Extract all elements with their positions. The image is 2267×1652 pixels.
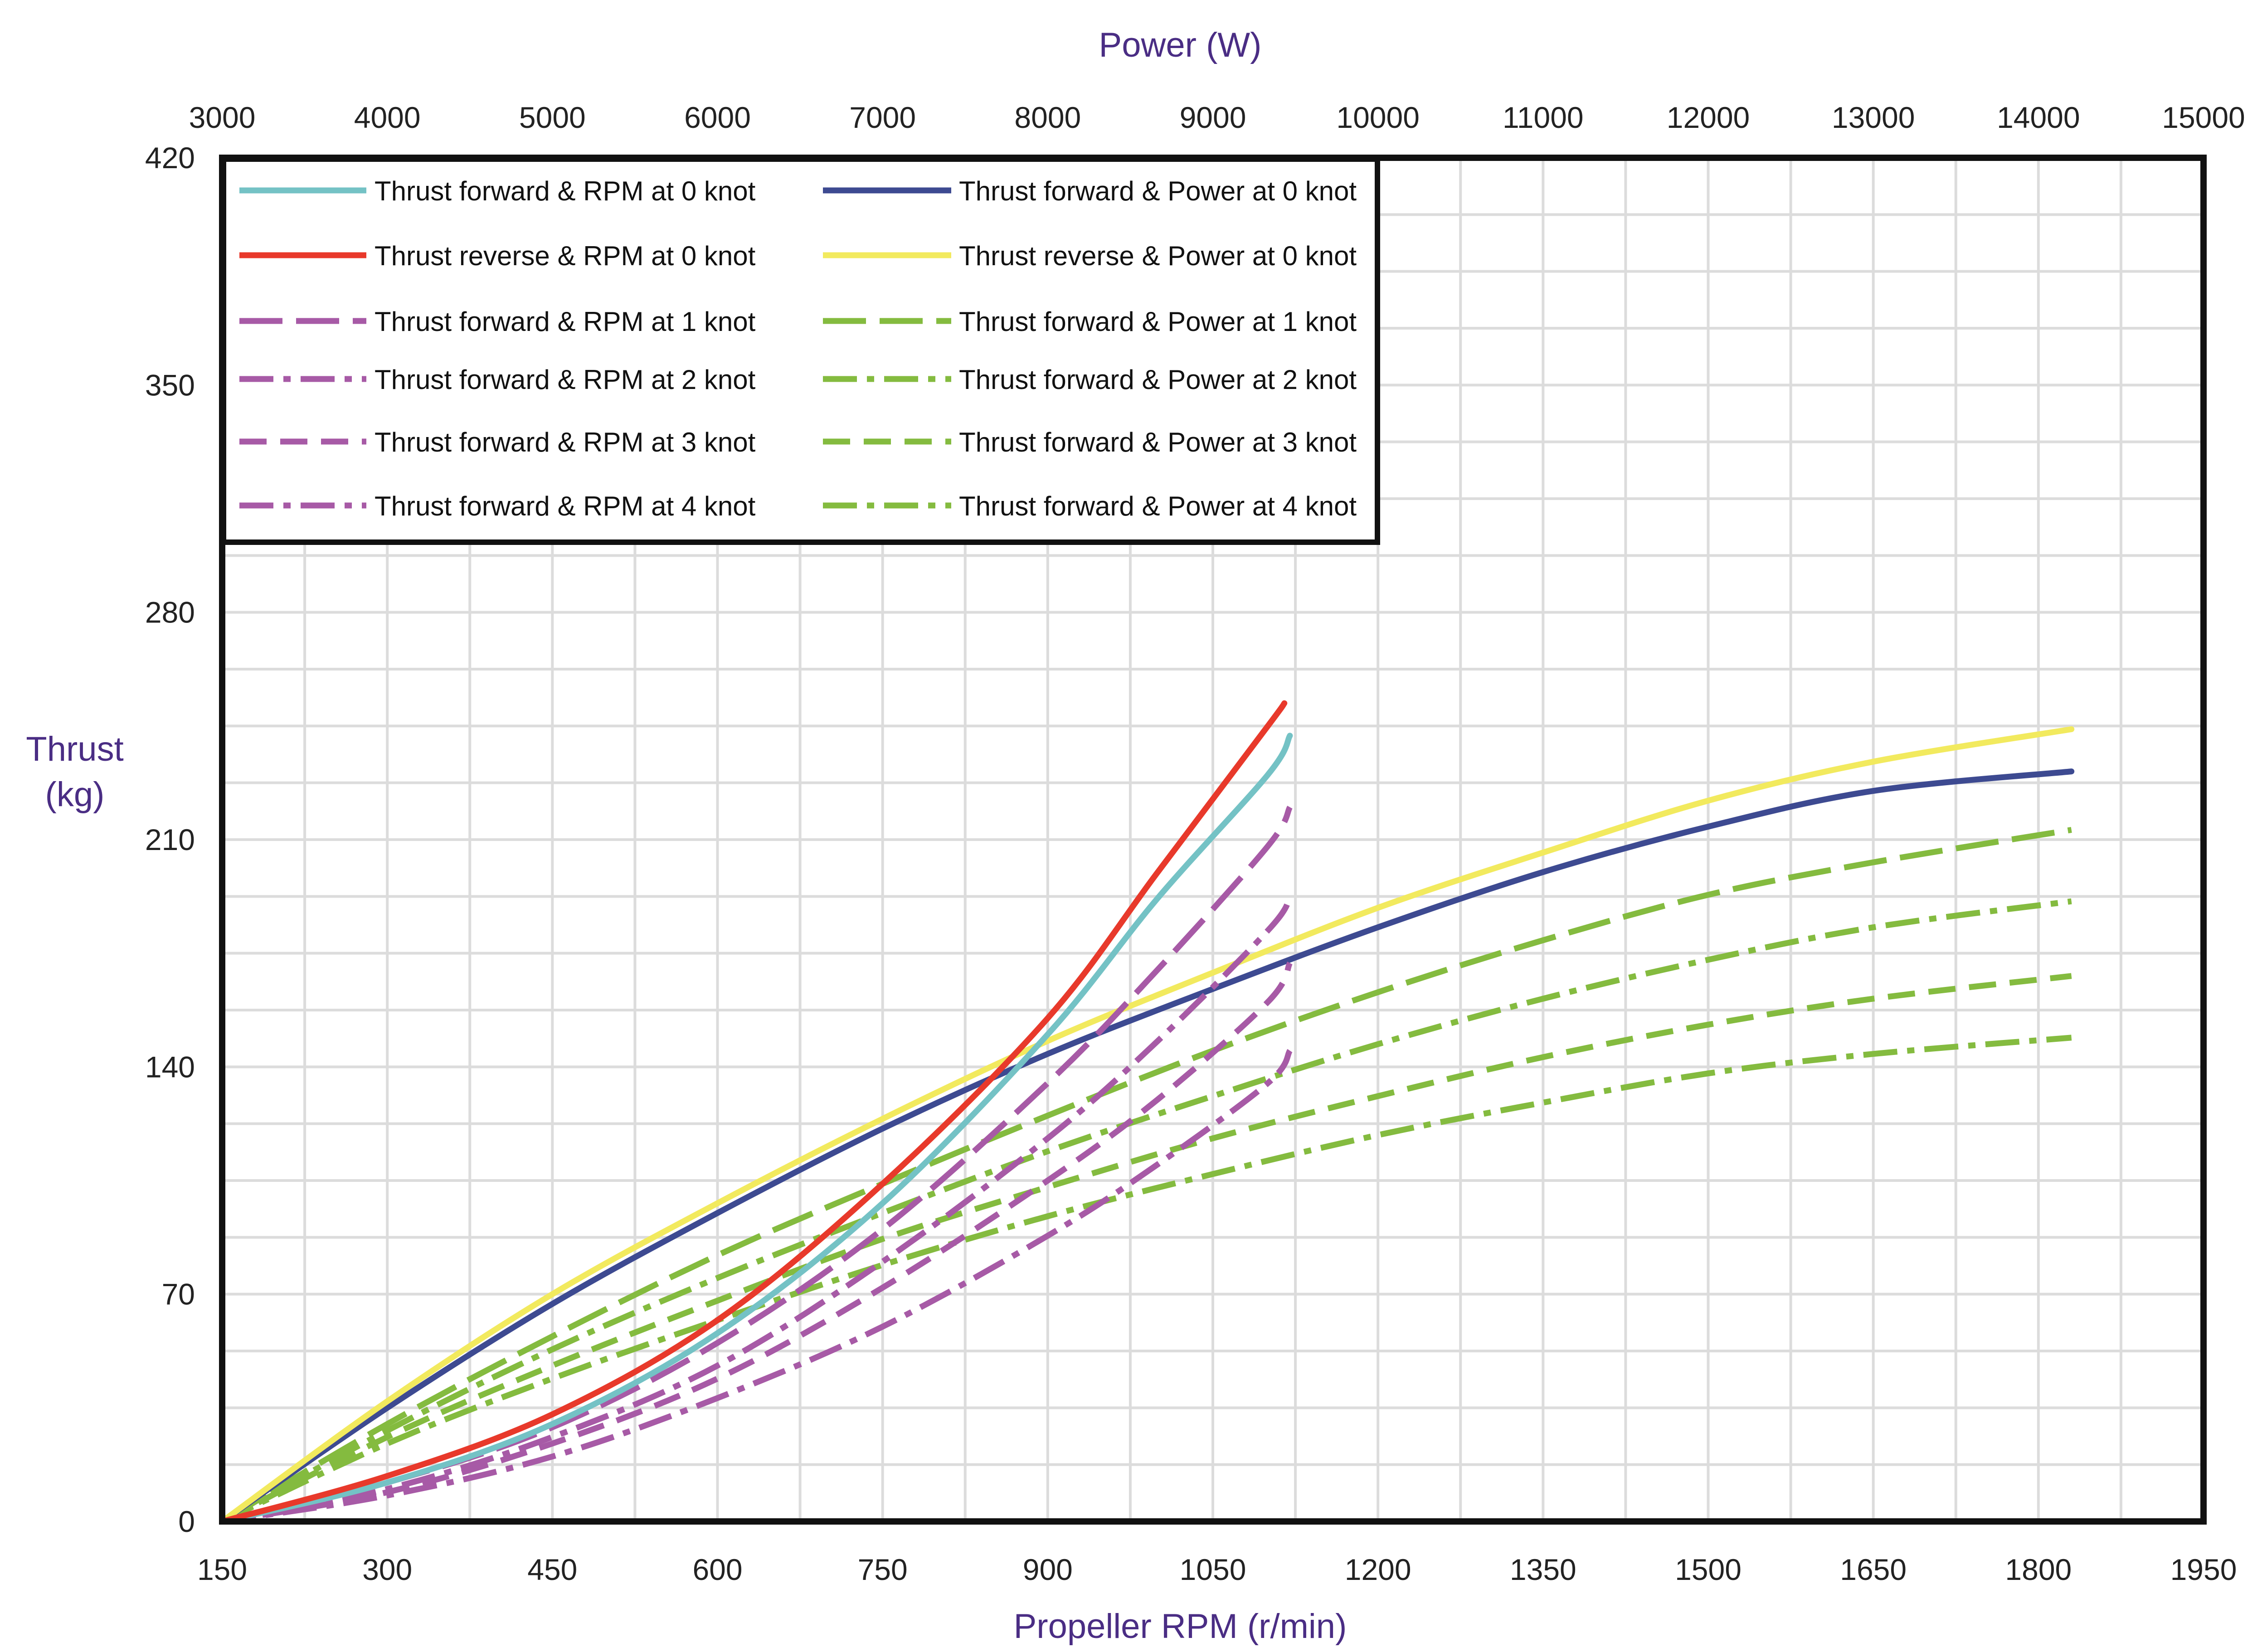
series-line xyxy=(221,973,2072,1524)
series-line xyxy=(221,806,1293,1525)
y-axis-title: Thrust xyxy=(26,730,123,768)
x-top-tick-label: 8000 xyxy=(1014,101,1081,134)
legend-box xyxy=(221,156,1380,545)
legend-label: Thrust forward & Power at 3 knot xyxy=(959,427,1357,457)
legend-label: Thrust forward & RPM at 1 knot xyxy=(375,306,756,337)
legend-label: Thrust forward & Power at 0 knot xyxy=(959,176,1357,206)
x-bottom-tick-label: 300 xyxy=(362,1553,412,1586)
tick-labels: 150 300 450 600 750 900 1050 1200 1350 1500 1650 18… xyxy=(145,101,2245,1586)
series-line xyxy=(219,768,2075,1525)
y-tick-label: 140 xyxy=(145,1050,195,1084)
y-tick-label: 70 xyxy=(162,1278,195,1311)
series-line xyxy=(219,733,1293,1525)
series-line xyxy=(221,1035,2072,1524)
legend-label: Thrust forward & RPM at 2 knot xyxy=(375,364,756,395)
x-bottom-tick-label: 600 xyxy=(692,1553,742,1586)
x-bottom-tick-label: 1350 xyxy=(1510,1553,1576,1586)
x-top-tick-label: 6000 xyxy=(684,101,751,134)
series-line xyxy=(219,726,2075,1525)
legend-label: Thrust forward & Power at 2 knot xyxy=(959,364,1357,395)
series-line xyxy=(221,896,1293,1525)
y-tick-label: 280 xyxy=(145,596,195,629)
legend-label: Thrust forward & RPM at 3 knot xyxy=(375,427,756,457)
x-top-tick-label: 9000 xyxy=(1180,101,1246,134)
y-tick-label: 350 xyxy=(145,368,195,402)
series-lines xyxy=(219,700,2075,1525)
x-bottom-tick-label: 900 xyxy=(1023,1553,1073,1586)
legend-label: Thrust forward & Power at 4 knot xyxy=(959,491,1357,521)
y-axis-unit: (kg) xyxy=(45,775,105,814)
y-tick-label: 210 xyxy=(145,823,195,856)
legend-label: Thrust reverse & Power at 0 knot xyxy=(959,241,1357,271)
legend-label: Thrust reverse & RPM at 0 knot xyxy=(375,241,756,271)
legend: Thrust forward & RPM at 0 knot Thrust for… xyxy=(221,156,1380,545)
series-line xyxy=(221,1049,1293,1525)
x-top-tick-label: 12000 xyxy=(1667,101,1750,134)
series-line xyxy=(220,898,2072,1524)
legend-label: Thrust forward & RPM at 0 knot xyxy=(375,176,756,206)
x-bottom-tick-label: 1200 xyxy=(1345,1553,1411,1586)
top-axis-title: Power (W) xyxy=(1099,26,1262,64)
x-bottom-tick-label: 1800 xyxy=(2005,1553,2072,1586)
x-top-tick-label: 11000 xyxy=(1503,101,1584,134)
x-bottom-tick-label: 1650 xyxy=(1840,1553,1907,1586)
x-bottom-tick-label: 750 xyxy=(858,1553,908,1586)
x-top-tick-label: 5000 xyxy=(519,101,586,134)
bottom-axis-title: Propeller RPM (r/min) xyxy=(1014,1607,1347,1646)
x-top-tick-label: 7000 xyxy=(849,101,916,134)
y-tick-label: 420 xyxy=(145,141,195,175)
x-top-tick-label: 10000 xyxy=(1336,101,1420,134)
y-tick-label: 0 xyxy=(178,1505,195,1538)
x-bottom-tick-label: 1950 xyxy=(2170,1553,2237,1586)
series-line xyxy=(219,700,1288,1525)
x-bottom-tick-label: 1500 xyxy=(1675,1553,1742,1586)
x-top-tick-label: 13000 xyxy=(1832,101,1915,134)
series-line xyxy=(220,827,2072,1524)
legend-label: Thrust forward & Power at 1 knot xyxy=(959,306,1357,337)
x-bottom-tick-label: 450 xyxy=(527,1553,577,1586)
x-top-tick-label: 15000 xyxy=(2162,101,2245,134)
x-bottom-tick-label: 1050 xyxy=(1180,1553,1246,1586)
series-line xyxy=(221,962,1293,1525)
x-top-tick-label: 3000 xyxy=(189,101,256,134)
x-top-tick-label: 4000 xyxy=(354,101,421,134)
x-top-tick-label: 14000 xyxy=(1997,101,2080,134)
x-bottom-tick-label: 150 xyxy=(197,1553,247,1586)
legend-label: Thrust forward & RPM at 4 knot xyxy=(375,491,756,521)
